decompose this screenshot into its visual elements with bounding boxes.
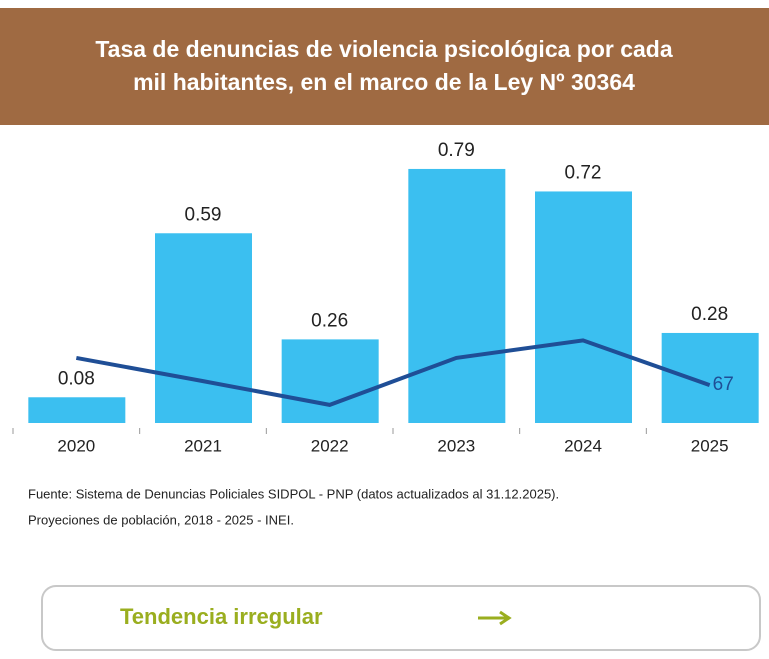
line-value-label: 67: [713, 374, 734, 395]
bar-value-label: 0.26: [311, 310, 348, 331]
bar-value-label: 0.28: [691, 304, 728, 325]
bar: [28, 397, 126, 423]
bar: [281, 339, 379, 423]
title-line: Tasa de denuncias de violencia psicológi…: [95, 36, 673, 62]
x-tick-label: 2021: [184, 436, 222, 455]
bar-value-label: 0.72: [565, 162, 602, 183]
x-tick-label: 2025: [691, 436, 729, 455]
bar: [155, 233, 252, 423]
bar: [661, 332, 759, 423]
header-band: [0, 8, 769, 125]
title-line: mil habitantes, en el marco de la Ley Nº…: [133, 69, 635, 95]
trend-line: [75, 338, 711, 407]
source-note: Proyeciones de población, 2018 - 2025 - …: [28, 512, 294, 527]
x-tick-label: 2024: [564, 436, 602, 455]
x-tick-label: 2020: [57, 436, 95, 455]
bar: [408, 168, 506, 423]
bar-value-label: 0.79: [438, 140, 475, 161]
bar: [535, 191, 632, 423]
x-tick-label: 2022: [311, 436, 349, 455]
bar-value-label: 0.59: [185, 204, 222, 225]
x-tick-label: 2023: [437, 436, 475, 455]
bar-value-label: 0.08: [58, 368, 95, 389]
button-label[interactable]: Tendencia irregular: [120, 604, 323, 629]
trend-button[interactable]: [41, 585, 761, 651]
arrow-icon: [478, 610, 512, 626]
source-note: Fuente: Sistema de Denuncias Policiales …: [28, 486, 559, 501]
